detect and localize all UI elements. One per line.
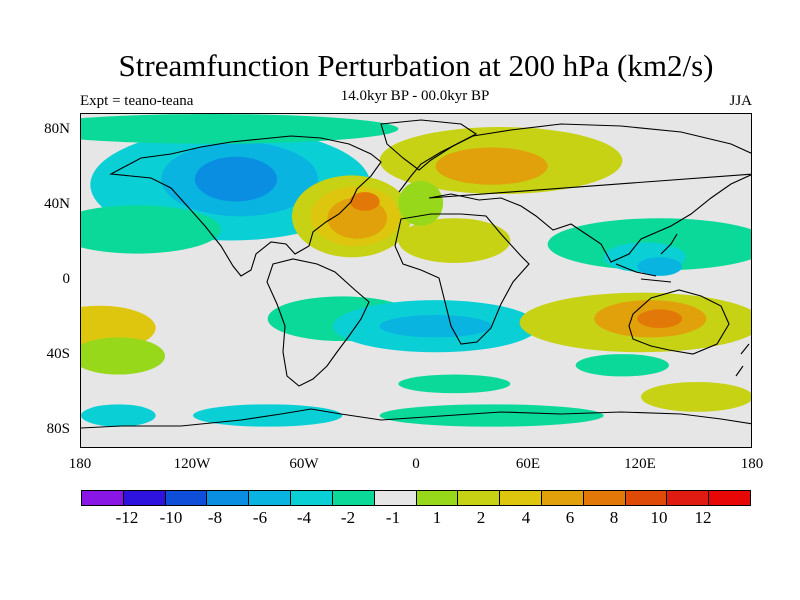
x-tick-label: 180	[740, 456, 764, 472]
contour-region	[398, 374, 511, 394]
colorbar-label: 2	[476, 508, 486, 527]
x-tick-label: 0	[412, 456, 420, 472]
contour-region	[379, 315, 492, 338]
colorbar-box	[249, 491, 292, 505]
contour-region	[435, 147, 548, 185]
y-tick-label: 40S	[46, 346, 70, 362]
x-tick-label: 60E	[515, 456, 541, 472]
colorbar-box	[709, 491, 750, 505]
time-range-label: 14.0kyr BP - 00.0kyr BP	[340, 88, 490, 104]
colorbar-box	[374, 491, 417, 505]
colorbar-label: 4	[521, 508, 531, 527]
colorbar-label: 10	[650, 508, 668, 527]
contour-layer	[81, 114, 751, 427]
maritime-continent-coast	[615, 233, 678, 283]
colorbar-label: -2	[340, 508, 356, 527]
map-panel	[80, 113, 752, 448]
colorbar-box	[541, 491, 584, 505]
colorbar-box	[416, 491, 459, 505]
colorbar-box	[458, 491, 501, 505]
colorbar-label: 6	[565, 508, 575, 527]
greenland-coast	[380, 119, 478, 171]
colorbar	[81, 490, 751, 506]
x-tick-label: 180	[68, 456, 92, 472]
colorbar-label: -10	[159, 508, 183, 527]
contour-region	[637, 257, 683, 276]
x-tick-label: 120E	[624, 456, 656, 472]
y-tick-label: 80N	[44, 121, 70, 137]
north-america-coast	[109, 135, 382, 277]
contour-region	[637, 309, 683, 329]
colorbar-box	[165, 491, 208, 505]
contour-region	[349, 192, 380, 211]
contour-region	[81, 114, 399, 144]
colorbar-box	[500, 491, 542, 505]
contour-region	[398, 218, 511, 263]
contour-region	[379, 404, 604, 427]
colorbar-label: -12	[115, 508, 139, 527]
australia-coast	[628, 289, 730, 355]
contour-region	[194, 156, 277, 202]
colorbar-label: -8	[207, 508, 223, 527]
colorbar-box	[123, 491, 166, 505]
colorbar-label: 8	[609, 508, 619, 527]
contour-region	[575, 354, 669, 377]
x-tick-label: 60W	[289, 456, 319, 472]
colorbar-box	[82, 491, 124, 505]
colorbar-box	[583, 491, 626, 505]
season-label: JJA	[729, 93, 752, 109]
colorbar-box	[332, 491, 375, 505]
plot-title: Streamfunction Perturbation at 200 hPa (…	[118, 48, 714, 83]
eurasia-coast	[398, 123, 751, 263]
x-tick-label: 120W	[173, 456, 211, 472]
coastlines	[81, 119, 751, 429]
colorbar-label: 12	[694, 508, 712, 527]
contour-region	[81, 205, 221, 254]
contour-region	[81, 337, 165, 375]
contour-region	[641, 382, 751, 412]
colorbar-box	[667, 491, 710, 505]
colorbar-box	[625, 491, 668, 505]
y-tick-label: 40N	[44, 196, 70, 212]
contour-region	[81, 404, 156, 427]
africa-coast	[394, 213, 530, 345]
colorbar-label: -1	[385, 508, 401, 527]
colorbar-label: -6	[252, 508, 268, 527]
colorbar-label: -4	[296, 508, 312, 527]
colorbar-box	[207, 491, 250, 505]
south-america-coast	[266, 258, 370, 387]
y-tick-label: 80S	[46, 421, 70, 437]
new-zealand-coast	[735, 343, 750, 377]
colorbar-label: 1	[432, 508, 442, 527]
colorbar-box	[291, 491, 333, 505]
experiment-label: Expt = teano-teana	[80, 93, 194, 109]
contour-region	[398, 181, 444, 226]
antarctica-coast	[81, 408, 751, 429]
y-tick-label: 0	[62, 271, 71, 287]
streamfunction-map	[81, 114, 751, 447]
